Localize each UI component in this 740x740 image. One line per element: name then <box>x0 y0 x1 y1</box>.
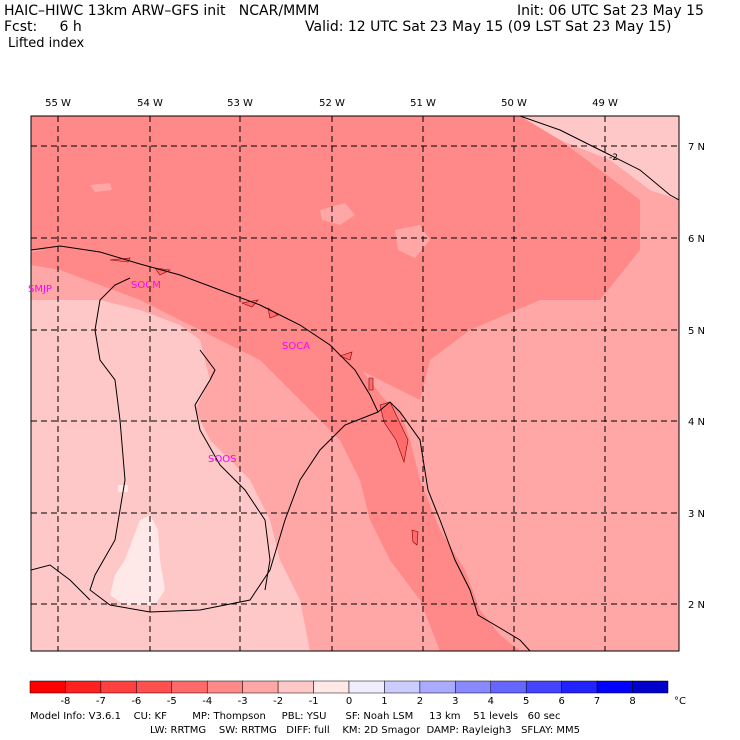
coastline-northeast <box>519 116 679 201</box>
lat-labels: 7 N 6 N 5 N 4 N 3 N 2 N <box>688 142 705 611</box>
colorbar-swatch <box>348 680 385 694</box>
shade-patch-3 <box>395 225 430 258</box>
colorbar-tick-label: 8 <box>629 696 635 707</box>
colorbar-tick-label: -8 <box>60 696 70 707</box>
shade-patch-5 <box>118 485 128 492</box>
colorbar-swatch <box>136 680 173 694</box>
colorbar-swatch <box>100 680 137 694</box>
shade-spot-5 <box>339 351 353 361</box>
lon-label: 49 W <box>592 98 618 109</box>
border-inland <box>89 299 379 613</box>
contour-label: -2 <box>609 153 618 163</box>
colorbar-tick-label: -7 <box>96 696 106 707</box>
colorbar-tick-label: 7 <box>594 696 600 707</box>
lon-labels: 55 W 54 W 53 W 52 W 51 W 50 W 49 W <box>45 98 618 109</box>
colorbar-swatch <box>384 680 421 694</box>
lon-label: 52 W <box>319 98 345 109</box>
shade-region-coastal-band <box>31 248 520 651</box>
shade-patch-2 <box>320 203 355 225</box>
colorbar-ticks: -8 -7 -6 -5 -4 -3 -2 -1 0 1 2 3 4 5 6 7 8 <box>60 696 635 707</box>
colorbar-swatch <box>171 680 208 694</box>
colorbar-swatch <box>29 680 66 694</box>
shade-spot-2 <box>154 267 172 276</box>
colorbar-swatch <box>632 680 669 694</box>
station-label: SMJP <box>28 284 52 295</box>
init-time: Init: 06 UTC Sat 23 May 15 <box>517 3 704 19</box>
colorbar-tick-label: 0 <box>346 696 352 707</box>
shade-region-inland-pocket <box>110 515 165 605</box>
station-label: SOCM <box>131 280 161 291</box>
model-info-line2: LW: RRTMG SW: RRTMG DIFF: full KM: 2D Sm… <box>150 725 580 736</box>
colorbar-swatch <box>65 680 102 694</box>
colorbar-swatch <box>206 680 243 694</box>
map-frame <box>30 115 680 652</box>
colorbar-tick-label: 5 <box>523 696 529 707</box>
shade-spot-6 <box>368 377 374 391</box>
colorbar-tick-label: -3 <box>238 696 248 707</box>
colorbar-swatch <box>490 680 527 694</box>
colorbar-swatch <box>561 680 598 694</box>
shade-region-north-ocean <box>31 116 640 400</box>
colorbar-swatch <box>525 680 562 694</box>
colorbar-swatch <box>277 680 314 694</box>
colorbar-unit: °C <box>674 696 686 707</box>
lat-lon-grid <box>31 116 679 651</box>
colorbar-tick-label: 2 <box>417 696 423 707</box>
coastline-layer <box>31 116 679 651</box>
shade-patch-4 <box>510 325 545 350</box>
shade-patch-1 <box>90 183 112 192</box>
lon-label: 53 W <box>227 98 253 109</box>
colorbar-tick-label: 1 <box>381 696 387 707</box>
lat-label: 6 N <box>688 234 705 245</box>
colorbar-tick-label: -6 <box>131 696 141 707</box>
colorbar-swatch <box>313 680 350 694</box>
border-segment <box>99 277 131 301</box>
colorbar-tick-label: -4 <box>202 696 212 707</box>
colorbar-tick-label: -1 <box>309 696 319 707</box>
lat-label: 4 N <box>688 417 705 428</box>
border-river <box>194 349 271 591</box>
colorbar-swatch <box>596 680 633 694</box>
lon-label: 50 W <box>501 98 527 109</box>
field-name: Lifted index <box>8 36 85 51</box>
colorbar-tick-label: 4 <box>488 696 494 707</box>
model-title: HAIC–HIWC 13km ARW–GFS init NCAR/MMM <box>4 3 320 19</box>
colorbar-swatch <box>242 680 279 694</box>
colorbar <box>29 680 669 694</box>
colorbar-tick-label: -5 <box>167 696 177 707</box>
model-info-line1: Model Info: V3.6.1 CU: KF MP: Thompson P… <box>30 711 561 722</box>
colorbar-tick-label: 6 <box>558 696 564 707</box>
lat-label: 3 N <box>688 509 705 520</box>
station-label: SOOS <box>208 454 236 465</box>
lat-label: 7 N <box>688 142 705 153</box>
lat-label: 5 N <box>688 326 705 337</box>
lat-label: 2 N <box>688 600 705 611</box>
station-label: SOCA <box>282 341 310 352</box>
map-fill-layer <box>31 116 679 651</box>
shade-region-inland-light <box>31 300 310 651</box>
lon-label: 51 W <box>410 98 436 109</box>
valid-time: Valid: 12 UTC Sat 23 May 15 (09 LST Sat … <box>305 19 672 35</box>
lon-label: 54 W <box>137 98 163 109</box>
colorbar-tick-label: 3 <box>452 696 458 707</box>
station-markers: SMJP SOCM SOCA SOOS <box>28 280 310 465</box>
forecast-hour: Fcst: 6 h <box>4 19 82 35</box>
shade-spot-8 <box>411 529 419 546</box>
shade-region-northeast <box>520 116 679 200</box>
colorbar-swatch <box>455 680 492 694</box>
lon-label: 55 W <box>45 98 71 109</box>
border-southwest <box>31 564 91 601</box>
colorbar-tick-label: -2 <box>273 696 283 707</box>
colorbar-swatch <box>419 680 456 694</box>
